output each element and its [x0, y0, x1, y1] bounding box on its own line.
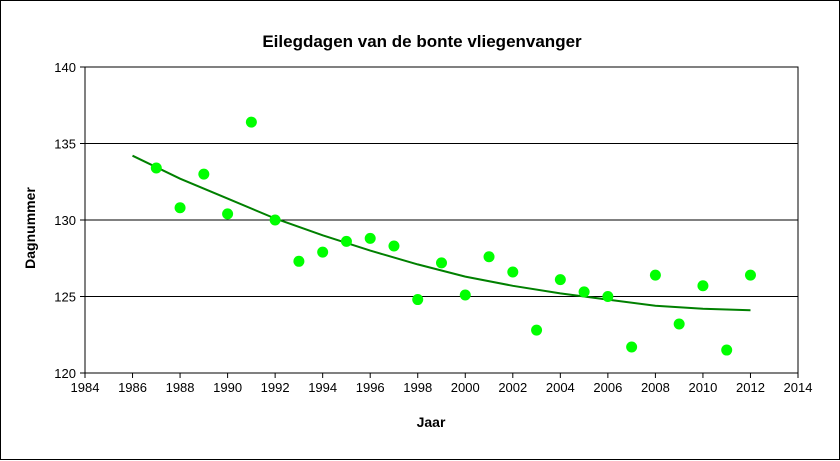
x-tick-label: 2000 [451, 380, 480, 395]
x-tick-label: 1990 [213, 380, 242, 395]
data-point [649, 269, 661, 281]
data-point [554, 274, 566, 286]
data-point [697, 280, 709, 292]
data-point [317, 246, 329, 258]
data-point [198, 168, 210, 180]
data-point [222, 208, 234, 220]
y-tick-label: 130 [54, 213, 76, 228]
data-point [269, 214, 281, 226]
axis-ticks: 120 125 130 135 140 1984 1986 1988 1990 1992 1994 1… [54, 60, 812, 395]
x-tick-label: 1996 [356, 380, 385, 395]
x-tick-label: 1994 [308, 380, 337, 395]
data-point [721, 344, 733, 356]
data-point [412, 294, 424, 306]
x-tick-label: 2010 [688, 380, 717, 395]
data-point [531, 324, 543, 336]
data-point [293, 255, 305, 267]
data-point [174, 202, 186, 214]
data-points [150, 116, 756, 356]
data-point [364, 232, 376, 244]
data-point [459, 289, 471, 301]
x-tick-label: 2004 [546, 380, 575, 395]
y-tick-label: 140 [54, 60, 76, 75]
data-point [245, 116, 257, 128]
data-point [483, 251, 495, 263]
data-point [626, 341, 638, 353]
x-tick-label: 2008 [641, 380, 670, 395]
data-point [578, 286, 590, 298]
y-axis-title: Dagnummer [22, 187, 38, 269]
data-point [436, 257, 447, 269]
x-tick-label: 1984 [71, 380, 100, 395]
y-tick-label: 125 [54, 290, 76, 305]
y-tick-label: 135 [54, 137, 76, 152]
x-tick-label: 1992 [261, 380, 290, 395]
data-point [507, 266, 519, 278]
gridlines [85, 143, 798, 297]
data-point [388, 240, 400, 252]
x-tick-label: 1986 [118, 380, 147, 395]
x-tick-label: 2006 [593, 380, 622, 395]
data-point [602, 291, 614, 302]
trendline-layer [132, 154, 751, 312]
trendline [132, 154, 751, 312]
x-tick-label: 2012 [736, 380, 765, 395]
x-tick-label: 1998 [403, 380, 432, 395]
x-tick-label: 2014 [784, 380, 813, 395]
data-point [340, 235, 352, 247]
y-tick-label: 120 [54, 366, 76, 381]
x-tick-label: 1988 [166, 380, 195, 395]
x-axis-title: Jaar [417, 414, 446, 430]
data-point [150, 162, 162, 174]
chart-title: Eilegdagen van de bonte vliegenvanger [262, 32, 582, 51]
x-tick-label: 2002 [498, 380, 527, 395]
data-point [744, 269, 756, 281]
data-point [673, 318, 685, 330]
